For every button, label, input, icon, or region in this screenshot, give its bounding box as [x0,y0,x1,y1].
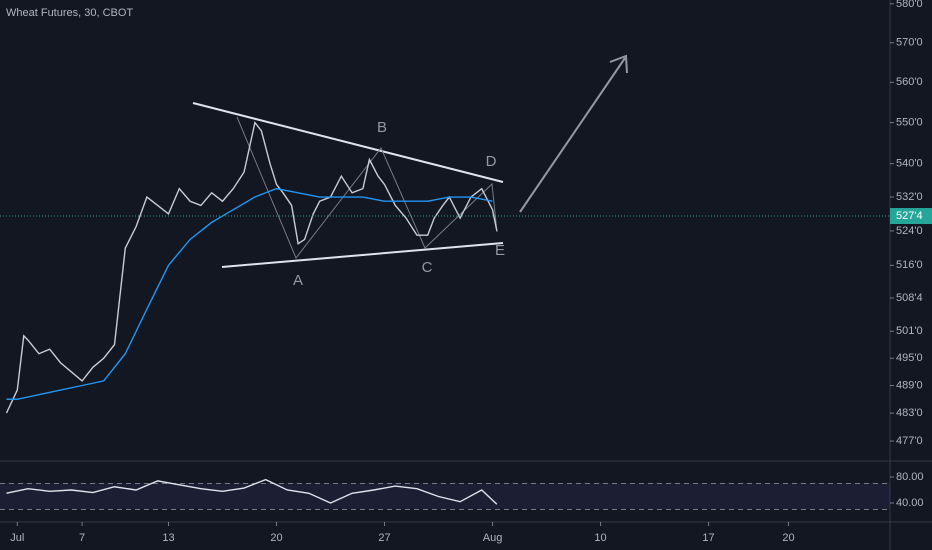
y-tick-label: 560'0 [896,76,923,88]
x-tick-label: 20 [782,532,794,544]
arrow [519,57,626,213]
y-tick-label: 570'0 [896,37,923,49]
y-tick-label: 550'0 [896,117,923,129]
y-tick-label: 532'0 [896,191,923,203]
drawings [192,54,628,268]
trend-line [221,242,504,268]
y-tick-label: 580'0 [896,0,923,10]
trend-line [192,102,504,183]
x-tick-label: 20 [270,532,282,544]
arrow-head [609,54,628,74]
series-line [5,121,498,414]
chart-title: Wheat Futures, 30, CBOT [6,7,133,19]
y-tick-label: 489'0 [896,379,923,391]
series-line [6,187,493,400]
series-line [6,478,498,505]
x-tick-label: 7 [79,532,85,544]
annotation: E [495,242,505,259]
annotation: C [422,259,433,276]
y-tick-label: 483'0 [896,407,923,419]
last-price-label: 527'4 [896,210,923,222]
annotation: B [377,119,387,136]
y-tick-label: 477'0 [896,435,923,447]
y-tick-label: 516'0 [896,259,923,271]
y-tick-label: 508'4 [896,292,923,304]
y-tick-label: 495'0 [896,352,923,364]
annotation: A [293,272,303,289]
y-tick-label: 540'0 [896,158,923,170]
x-tick-label: 13 [162,532,174,544]
rsi-band [0,483,890,509]
wave-path [236,116,498,259]
y-tick-label: 40.00 [896,497,924,509]
x-tick-label: Aug [483,532,503,544]
x-tick-label: 10 [594,532,606,544]
annotation: D [486,153,497,170]
x-tick-label: 17 [702,532,714,544]
y-tick-label: 80.00 [896,471,924,483]
x-tick-label: 27 [378,532,390,544]
last-price-box [890,208,932,225]
y-tick-label: 524'0 [896,225,923,237]
y-tick-label: 501'0 [896,325,923,337]
x-tick-label: Jul [10,532,24,544]
